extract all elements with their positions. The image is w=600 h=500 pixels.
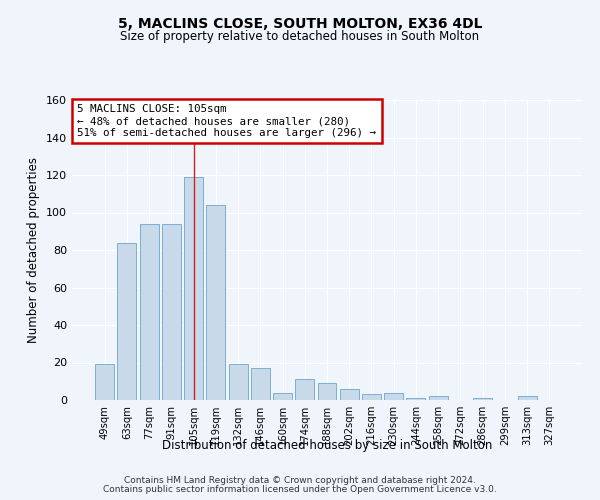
Bar <box>473 398 492 400</box>
Y-axis label: Number of detached properties: Number of detached properties <box>28 157 40 343</box>
Bar <box>162 224 181 400</box>
Bar <box>362 394 381 400</box>
Text: Distribution of detached houses by size in South Molton: Distribution of detached houses by size … <box>162 440 492 452</box>
Text: 5 MACLINS CLOSE: 105sqm
← 48% of detached houses are smaller (280)
51% of semi-d: 5 MACLINS CLOSE: 105sqm ← 48% of detache… <box>77 104 376 138</box>
Text: Contains public sector information licensed under the Open Government Licence v3: Contains public sector information licen… <box>103 485 497 494</box>
Text: 5, MACLINS CLOSE, SOUTH MOLTON, EX36 4DL: 5, MACLINS CLOSE, SOUTH MOLTON, EX36 4DL <box>118 18 482 32</box>
Bar <box>340 389 359 400</box>
Bar <box>206 205 225 400</box>
Bar <box>429 396 448 400</box>
Bar <box>184 177 203 400</box>
Bar <box>406 398 425 400</box>
Text: Size of property relative to detached houses in South Molton: Size of property relative to detached ho… <box>121 30 479 43</box>
Bar <box>384 392 403 400</box>
Bar <box>295 380 314 400</box>
Bar <box>95 364 114 400</box>
Bar <box>317 383 337 400</box>
Bar <box>251 368 270 400</box>
Bar <box>229 364 248 400</box>
Bar <box>140 224 158 400</box>
Text: Contains HM Land Registry data © Crown copyright and database right 2024.: Contains HM Land Registry data © Crown c… <box>124 476 476 485</box>
Bar <box>273 392 292 400</box>
Bar <box>118 242 136 400</box>
Bar <box>518 396 536 400</box>
